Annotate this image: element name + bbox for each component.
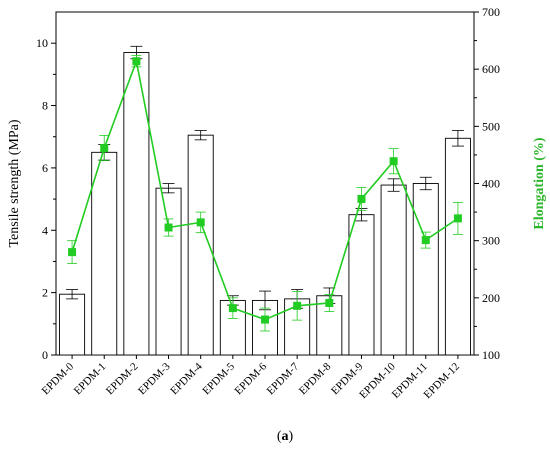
category-label: EPDM-2 [104,361,141,398]
category-label: EPDM-12 [422,361,462,401]
category-label: EPDM-3 [136,360,173,397]
bar [91,151,118,356]
panel-label: (a) [277,429,294,444]
left-tick-label: 0 [42,348,48,362]
bar [123,52,150,356]
right-tick-label: 200 [482,291,500,305]
right-tick-label: 400 [482,177,500,191]
data-point [228,304,237,313]
right-tick-label: 300 [482,234,500,248]
data-point [132,57,141,66]
category-label: EPDM-8 [297,360,334,397]
data-point [68,248,77,257]
category-label: EPDM-0 [40,360,77,397]
category-label: EPDM-7 [265,360,302,397]
right-tick-label: 600 [482,62,500,76]
data-point [421,236,430,245]
data-point [100,144,109,153]
bar [380,184,407,356]
left-tick-label: 8 [42,99,48,113]
bar [444,137,471,356]
bar [348,214,375,356]
data-point [453,214,462,223]
left-axis-title: Tensile strength (MPa) [7,119,22,247]
category-label: EPDM-1 [72,361,109,398]
category-label: EPDM-5 [200,360,237,397]
right-tick-label: 700 [482,5,500,19]
data-point [164,223,173,232]
plot-area: 0246810100200300400500600700EPDM-0EPDM-1… [36,5,500,401]
data-point [261,315,269,324]
data-point [325,298,334,307]
data-point [389,157,398,166]
data-point [357,194,366,203]
left-tick-label: 2 [42,286,48,300]
left-tick-label: 6 [42,161,48,175]
left-tick-label: 4 [42,223,48,237]
bar [59,293,86,356]
panel-letter: a [282,429,289,444]
left-tick-label: 10 [36,36,48,50]
data-point [196,218,205,227]
category-label: EPDM-6 [233,360,270,397]
bar [155,187,182,356]
right-tick-label: 500 [482,119,500,133]
data-point [293,301,302,310]
right-axis-title: Elongation (%) [532,137,547,230]
category-label: EPDM-4 [168,360,205,397]
bar [412,183,439,356]
right-tick-label: 100 [482,348,500,362]
